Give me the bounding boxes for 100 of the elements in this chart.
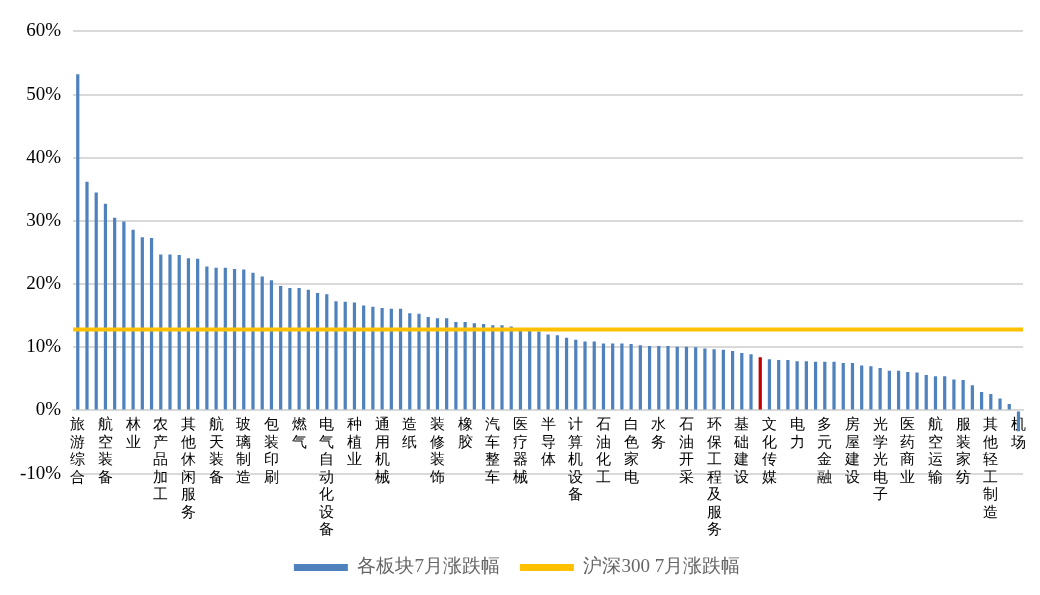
x-tick-label: 光学光电子 — [872, 416, 888, 503]
x-tick-label: 医疗器械 — [512, 416, 528, 485]
bar — [924, 375, 928, 410]
bar — [712, 349, 716, 410]
bar — [970, 385, 974, 410]
x-tick-label: 文化传媒 — [761, 416, 777, 485]
bar — [546, 334, 550, 410]
x-tick-label: 包装印刷 — [263, 416, 279, 485]
x-tick-label: 石油开采 — [678, 416, 694, 485]
bar — [943, 376, 947, 410]
bar — [288, 287, 292, 410]
x-tick-label: 林业 — [124, 416, 141, 450]
bar — [223, 267, 227, 410]
bar — [601, 343, 606, 410]
bar — [113, 217, 117, 410]
bar — [297, 287, 301, 410]
x-tick-label: 电气自动化设备 — [319, 416, 335, 538]
x-tick-label: 航天装备 — [208, 416, 224, 485]
bar — [260, 276, 264, 410]
x-tick-label: 房屋建设 — [843, 416, 860, 485]
bar — [703, 348, 707, 410]
bar — [906, 371, 910, 410]
bar — [371, 306, 375, 410]
x-tick-label: 石油化工 — [595, 416, 611, 485]
bar — [186, 258, 191, 410]
x-tick-label: 计算机设备 — [568, 416, 584, 503]
x-tick-label: 造纸 — [402, 416, 418, 450]
bar — [159, 254, 163, 410]
bar — [952, 379, 956, 410]
bar — [611, 343, 615, 410]
bar — [417, 313, 421, 410]
bar — [869, 366, 873, 410]
bar — [933, 376, 938, 410]
x-tick-label: 水务 — [651, 416, 667, 450]
bar — [850, 363, 855, 410]
y-tick-label: -10% — [20, 461, 62, 483]
bar — [998, 398, 1002, 410]
x-tick-label: 白色家电 — [623, 416, 639, 485]
bar — [140, 237, 144, 410]
bar — [721, 349, 725, 410]
bar — [214, 267, 218, 410]
bar — [232, 268, 237, 410]
bar — [758, 357, 762, 410]
bar — [832, 361, 836, 410]
y-tick-label: 40% — [26, 145, 62, 167]
y-tick-label: 10% — [26, 335, 62, 357]
bar — [279, 285, 283, 410]
bar — [76, 74, 80, 410]
bar — [813, 361, 818, 410]
bar — [629, 344, 633, 410]
x-tick-label: 橡胶 — [457, 416, 473, 450]
bar — [168, 254, 172, 410]
x-tick-label: 装修装饰 — [428, 416, 445, 485]
bar — [251, 272, 255, 410]
bar — [205, 266, 209, 410]
bar — [537, 331, 541, 410]
bar — [103, 203, 108, 410]
bar — [804, 361, 808, 410]
bar — [823, 361, 827, 410]
bar — [647, 345, 652, 410]
x-tick-label: 玻璃制造 — [236, 416, 252, 485]
bar — [380, 308, 384, 410]
bar — [777, 359, 781, 410]
legend-label: 沪深300 7月涨跌幅 — [583, 555, 741, 577]
bar — [767, 359, 772, 410]
x-tick-label: 电力 — [789, 416, 805, 450]
x-tick-label: 航空运输 — [927, 416, 943, 485]
bar — [841, 363, 845, 410]
bar — [528, 329, 532, 410]
x-tick-label: 燃气 — [291, 416, 307, 450]
bar — [887, 370, 891, 410]
x-tick-label: 环保工程及服务 — [706, 416, 722, 538]
x-tick-label: 其他轻工制造 — [983, 416, 999, 520]
bar — [860, 365, 864, 410]
x-tick-label: 种植业 — [346, 416, 362, 468]
bar — [149, 237, 154, 410]
bar — [592, 341, 596, 410]
bar — [740, 352, 744, 410]
x-tick-label: 半导体 — [540, 416, 556, 468]
bar — [896, 370, 901, 410]
bar — [325, 294, 329, 410]
bar — [122, 221, 126, 410]
bar — [196, 258, 200, 410]
bar — [269, 280, 274, 410]
bar — [94, 192, 98, 410]
bar — [795, 361, 799, 410]
y-tick-label: 0% — [35, 398, 62, 420]
bar — [961, 380, 965, 410]
bar — [242, 269, 246, 410]
bar — [684, 346, 689, 410]
bar — [131, 229, 135, 410]
y-tick-label: 50% — [26, 82, 62, 104]
bar — [979, 392, 984, 410]
bar — [657, 345, 661, 410]
x-tick-label: 农产品加工 — [153, 416, 169, 503]
bar — [989, 394, 993, 410]
bar — [666, 345, 670, 410]
bar — [454, 321, 458, 410]
x-tick-label: 基础建设 — [733, 416, 750, 485]
bar — [749, 354, 753, 410]
